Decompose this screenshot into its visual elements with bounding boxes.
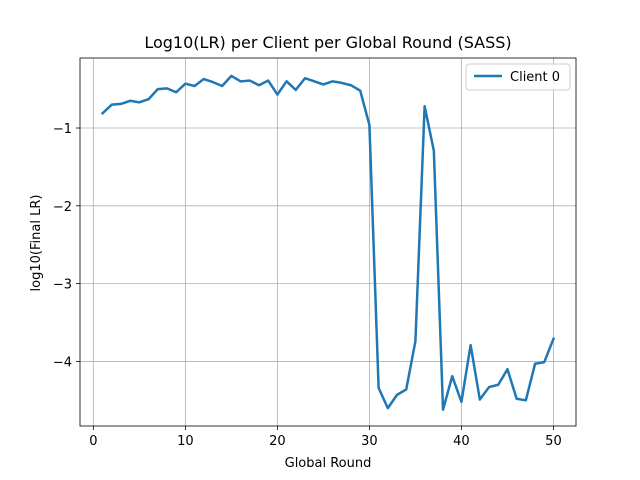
y-tick-label: −2 bbox=[53, 200, 72, 215]
series-line-client-0 bbox=[100, 74, 556, 411]
x-tick-label: 20 bbox=[269, 434, 286, 449]
series-layer bbox=[100, 74, 556, 411]
legend-box bbox=[465, 63, 571, 91]
grid bbox=[80, 58, 576, 426]
y-axis-label: log10(Final LR) bbox=[29, 195, 44, 292]
legend: Client 0 bbox=[465, 63, 571, 91]
x-tick-label: 30 bbox=[361, 434, 378, 449]
x-tick-label: 40 bbox=[453, 434, 470, 449]
y-tick-label: −4 bbox=[53, 355, 72, 370]
axes: 0 10 20 30 40 50 −1 −2 −3 −4 bbox=[53, 57, 577, 449]
plot-frame bbox=[79, 57, 577, 427]
legend-label: Client 0 bbox=[510, 70, 560, 85]
x-tick-label: 0 bbox=[89, 434, 97, 449]
x-tick-label: 10 bbox=[177, 434, 194, 449]
x-tick-label: 50 bbox=[545, 434, 562, 449]
y-tick-label: −3 bbox=[53, 278, 72, 293]
y-tick-label: −1 bbox=[53, 122, 72, 137]
chart-title: Log10(LR) per Client per Global Round (S… bbox=[144, 33, 511, 52]
x-axis-label: Global Round bbox=[285, 456, 372, 471]
